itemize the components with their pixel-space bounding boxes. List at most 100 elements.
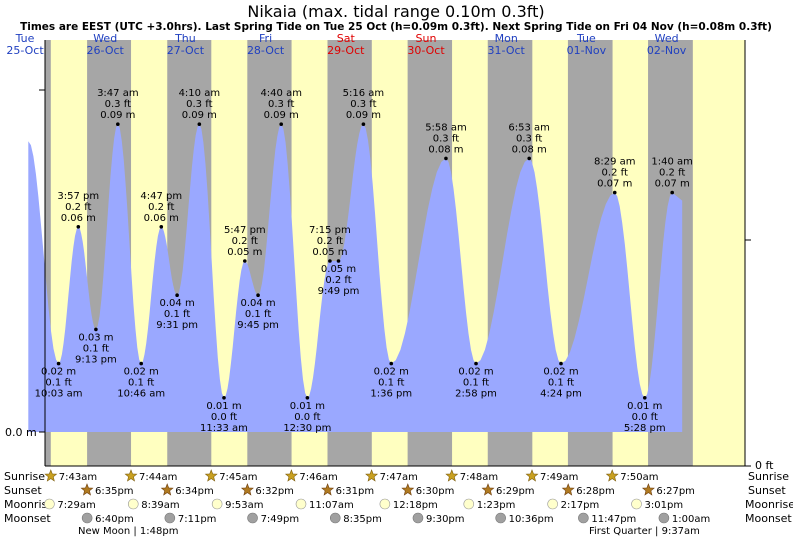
moonrise-icon — [379, 498, 391, 510]
tide-label: 0.0 ft — [632, 412, 658, 423]
sunrise-time: 7:47am — [380, 472, 418, 483]
tide-label: 0.02 m — [543, 367, 578, 378]
tide-point — [642, 396, 647, 400]
tide-label: 5:47 pm — [224, 225, 266, 236]
sunset-time: 6:34pm — [175, 486, 214, 497]
sunset-icon — [641, 483, 655, 496]
tide-label: 7:15 pm — [309, 225, 351, 236]
day-date: 30-Oct — [407, 44, 445, 57]
tide-label: 0.09 m — [264, 110, 299, 121]
sunrise-icon — [284, 469, 298, 482]
tide-label: 0.06 m — [61, 213, 96, 224]
tide-label: 0.03 m — [78, 332, 113, 343]
legend-sunset-label: Sunset — [4, 484, 42, 497]
sunset-time: 6:27pm — [656, 486, 695, 497]
tide-point — [612, 190, 617, 195]
tide-point — [222, 396, 226, 400]
chart-title: Nikaia (max. tidal range 0.10m 0.3ft) — [247, 2, 544, 21]
tide-label: 0.1 ft — [128, 378, 154, 389]
tide-label: 2:58 pm — [455, 389, 497, 400]
sunset-time: 6:32pm — [255, 486, 294, 497]
moonset-icon — [247, 512, 258, 524]
moonrise-time: 2:17pm — [561, 500, 600, 511]
day-weekday: Fri — [259, 32, 272, 45]
tide-point — [56, 361, 61, 366]
tide-point — [76, 225, 81, 229]
legend-moonset-label: Moonset — [745, 512, 792, 525]
tide-label: 0.3 ft — [516, 133, 542, 144]
day-date: 29-Oct — [327, 44, 365, 57]
tide-label: 4:40 am — [260, 88, 302, 99]
legend-moonrise-label: Moonrise — [4, 498, 54, 511]
tide-label: 0.2 ft — [317, 236, 343, 247]
tide-label: 0.3 ft — [350, 99, 376, 110]
tide-point — [175, 293, 179, 298]
sunset-icon — [80, 483, 94, 496]
y-left-label: 0.0 m — [5, 426, 37, 439]
tide-label: 11:33 am — [200, 423, 248, 434]
tide-label: 1:36 pm — [370, 389, 412, 400]
moonset-time: 9:30pm — [426, 514, 465, 525]
tide-point — [279, 122, 284, 126]
tide-label: 0.05 m — [312, 247, 347, 258]
tide-label: 4:10 am — [179, 88, 221, 99]
sunrise-icon — [445, 469, 459, 482]
tide-label: 0.04 m — [160, 298, 195, 309]
moonset-time: 1:00am — [672, 514, 710, 525]
moonset-icon — [578, 512, 589, 524]
tide-label: 0.07 m — [655, 179, 690, 190]
moonset-icon — [412, 512, 424, 524]
tide-point — [256, 293, 260, 298]
tide-area — [28, 124, 683, 432]
sunset-time: 6:28pm — [576, 486, 615, 497]
tide-label: 9:49 pm — [318, 286, 360, 297]
moonrise-icon — [211, 498, 223, 510]
tide-label: 8:29 am — [594, 157, 636, 168]
day-date: 28-Oct — [247, 44, 285, 57]
sunset-icon — [561, 483, 575, 496]
moonset-icon — [81, 512, 93, 524]
moon-phase-label: New Moon | 1:48pm — [78, 526, 178, 537]
sunrise-icon — [204, 469, 218, 482]
tide-label: 0.09 m — [182, 110, 217, 121]
tide-point — [389, 361, 394, 366]
sunrise-icon — [525, 469, 539, 482]
tide-label: 0.1 ft — [548, 378, 574, 389]
tide-label: 0.2 ft — [325, 275, 351, 286]
tide-label: 0.02 m — [458, 367, 493, 378]
moonset-icon — [495, 512, 506, 524]
sunrise-time: 7:50am — [620, 472, 658, 483]
chart-subtitle: Times are EEST (UTC +3.0hrs). Last Sprin… — [20, 21, 772, 33]
sunset-icon — [160, 483, 174, 496]
legend-right: Sunrise Sunset Moonrise Moonset — [745, 470, 793, 525]
legend-sunset-label: Sunset — [748, 484, 786, 497]
moonset-time: 10:36pm — [509, 514, 554, 525]
moonset-time: 7:49pm — [261, 514, 300, 525]
tide-point — [444, 156, 448, 161]
tide-label: 5:28 pm — [624, 423, 666, 434]
tide-point — [361, 122, 366, 126]
day-weekday: Tue — [15, 32, 35, 45]
tide-label: 0.3 ft — [186, 99, 212, 110]
tide-label: 0.01 m — [290, 401, 325, 412]
sunrise-icon — [605, 469, 619, 482]
moonrise-icon — [44, 498, 55, 510]
moon-phases: New Moon | 1:48pm First Quarter | 9:37am — [78, 526, 700, 537]
legend-moonset-label: Moonset — [4, 512, 51, 525]
tide-label: 0.04 m — [240, 298, 275, 309]
tide-point — [328, 259, 332, 263]
sunset-icon — [240, 483, 254, 496]
tide-label: 0.1 ft — [463, 378, 489, 389]
tide-point — [336, 259, 341, 263]
tide-label: 0.0 ft — [211, 412, 237, 423]
moonrise-icon — [463, 498, 475, 510]
tide-point — [94, 327, 98, 332]
tide-point — [139, 361, 143, 366]
tide-label: 0.02 m — [41, 367, 76, 378]
tide-label: 5:58 am — [425, 122, 467, 133]
moonrise-icon — [631, 498, 642, 510]
tide-label: 1:40 am — [651, 157, 693, 168]
sunrise-time: 7:44am — [139, 472, 177, 483]
tide-label: 0.05 m — [321, 264, 356, 275]
